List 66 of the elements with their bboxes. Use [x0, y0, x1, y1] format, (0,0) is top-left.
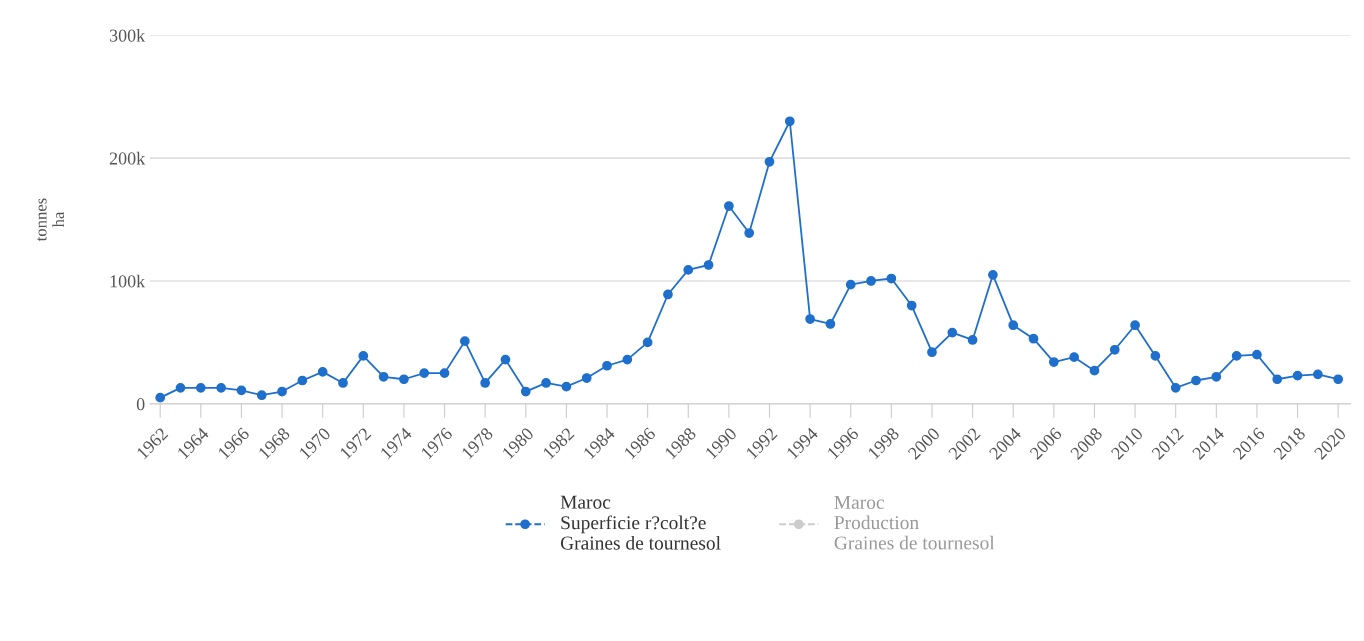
point [988, 269, 998, 280]
point [1028, 333, 1039, 344]
point [155, 392, 166, 403]
point [825, 319, 836, 329]
point [1069, 352, 1080, 363]
point [256, 390, 267, 401]
point [277, 386, 287, 397]
point [419, 368, 430, 378]
point [358, 351, 369, 361]
point [764, 156, 775, 167]
point [703, 260, 714, 270]
point [1252, 349, 1262, 360]
point [541, 378, 551, 388]
point [1211, 371, 1222, 382]
point [1333, 374, 1344, 385]
point [1008, 320, 1019, 331]
legend-label: Maroc Superficie r?colt?e Graines de tournesol [560, 495, 721, 550]
point [561, 381, 572, 392]
point [480, 378, 491, 388]
point [622, 354, 633, 365]
point [378, 371, 389, 382]
y-tick-label: 100k [110, 274, 146, 288]
point [1089, 365, 1100, 376]
point [175, 382, 186, 393]
point [1272, 374, 1283, 385]
point [744, 228, 755, 238]
point [1231, 351, 1242, 361]
y-tick-label: 300k [109, 28, 146, 42]
point [581, 373, 592, 383]
point [642, 337, 653, 348]
point [317, 367, 328, 377]
point [195, 382, 206, 393]
y-tick-label: 0 [136, 398, 145, 411]
point [784, 116, 795, 127]
point [886, 273, 897, 284]
point [1313, 369, 1323, 380]
point [845, 279, 856, 290]
point [683, 265, 694, 275]
y-axis-title: tonnes ha [37, 198, 65, 242]
point [1191, 375, 1201, 386]
point [724, 201, 734, 211]
point [459, 336, 470, 347]
point [1292, 370, 1303, 381]
point [805, 314, 815, 324]
point [439, 368, 450, 378]
point [216, 382, 226, 393]
point [906, 300, 917, 311]
point [236, 385, 247, 396]
point [1150, 351, 1161, 361]
point [967, 335, 978, 345]
point [663, 289, 673, 300]
point [338, 378, 348, 388]
y-tick-label: 200k [109, 151, 146, 165]
point [500, 354, 511, 365]
point [1048, 357, 1059, 367]
point [947, 327, 958, 338]
point [1130, 320, 1140, 331]
point [297, 375, 308, 386]
point [927, 347, 937, 358]
point [866, 276, 876, 286]
point [1109, 344, 1120, 355]
point [1170, 382, 1181, 393]
point [520, 386, 531, 397]
point [602, 360, 612, 371]
point [399, 374, 409, 385]
legend-label: Maroc Production Graines de tournesol [834, 495, 995, 550]
